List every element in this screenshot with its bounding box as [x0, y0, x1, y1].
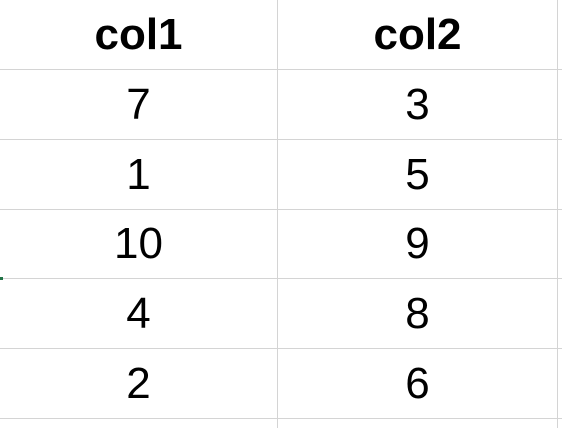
table-cell[interactable]: 1 — [126, 149, 151, 199]
header-cell-col1[interactable]: col1 — [94, 9, 183, 59]
table-cell[interactable]: 10 — [114, 219, 163, 268]
row-divider — [0, 69, 562, 70]
table-cell[interactable]: 3 — [405, 79, 430, 129]
table-cell[interactable]: 4 — [126, 288, 151, 338]
row-divider — [0, 278, 562, 279]
table-cell[interactable]: 9 — [405, 219, 430, 268]
row-divider — [0, 209, 562, 210]
row-divider — [0, 348, 562, 349]
row-divider — [0, 418, 562, 419]
table-cell[interactable]: 8 — [405, 288, 430, 338]
row-divider — [0, 139, 562, 140]
table-cell[interactable]: 2 — [126, 358, 151, 408]
selection-edge-marker — [0, 277, 3, 280]
column-divider — [277, 0, 278, 428]
column-divider — [557, 0, 558, 428]
table-cell[interactable]: 7 — [126, 79, 151, 129]
table-cell[interactable]: 6 — [405, 358, 430, 408]
table-cell[interactable]: 5 — [405, 149, 430, 199]
header-cell-col2[interactable]: col2 — [373, 9, 462, 59]
